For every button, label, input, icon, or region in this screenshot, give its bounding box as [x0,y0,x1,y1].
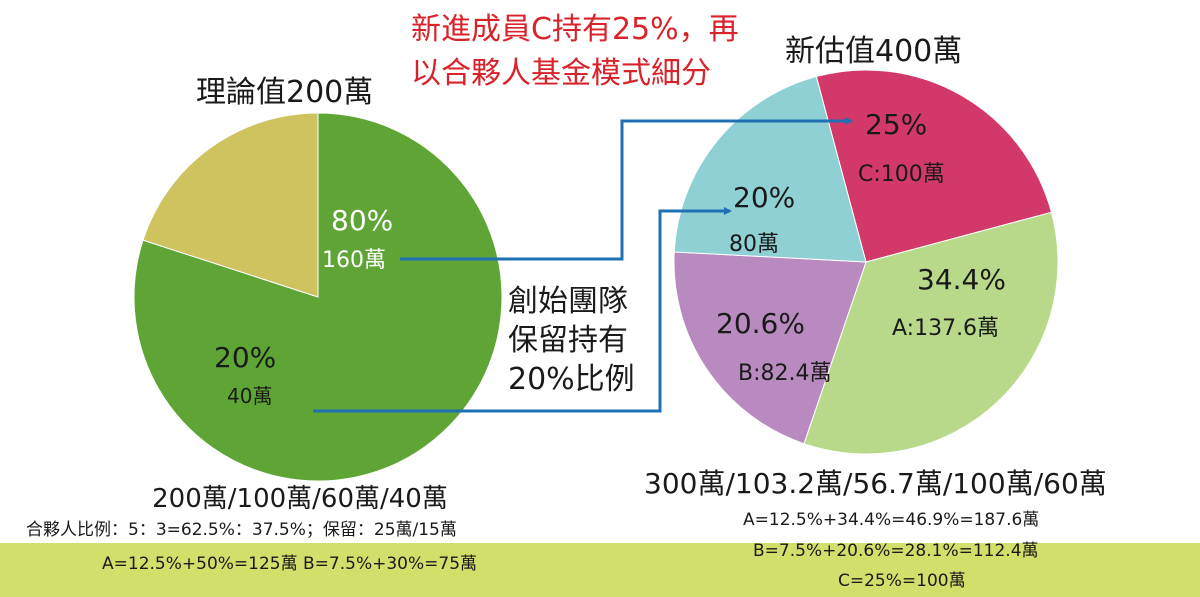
left-summary-ratio: 合夥人比例：5：3=62.5%：37.5%；保留：25萬/15萬 [26,520,457,540]
left-slice-20pct [142,112,319,298]
left-slice-80-pct-label: 80% [331,204,394,237]
founder-note-line-2: 保留持有 [508,323,628,358]
left-slice-20-amount-label: 40萬 [227,384,273,408]
right-slice-a-pct-label: 34.4% [917,263,1006,296]
right-slice-founder-pct-label: 20% [733,181,796,214]
right-slice-b-20-6pct [673,251,867,445]
founder-note-line-1: 創始團隊 [508,284,628,319]
left-slice-80-amount-label: 160萬 [322,248,386,273]
left-slice-80pct [133,112,503,482]
pie-theoretical [133,112,503,482]
arrow-20pct-to-20pct [313,207,732,413]
right-slice-c-amount-label: C:100萬 [858,162,945,187]
left-summary-formula: A=12.5%+50%=125萬 B=7.5%+30%=75萬 [102,554,478,574]
right-slice-b-pct-label: 20.6% [716,307,805,340]
pie-new-valuation [673,69,1059,455]
right-summary-formula-a: A=12.5%+34.4%=46.9%=187.6萬 [743,510,1040,530]
right-slice-founder-amount-label: 80萬 [729,232,779,257]
right-summary-formula-c: C=25%=100萬 [838,571,966,591]
right-slice-c-25pct [815,69,1053,263]
left-pie-title: 理論值200萬 [196,75,374,110]
right-summary-totals: 300萬/103.2萬/56.7萬/100萬/60萬 [644,467,1107,500]
red-note-line-1: 新進成員C持有25%，再 [411,12,739,47]
left-summary-totals: 200萬/100萬/60萬/40萬 [152,484,448,514]
arrow-80pct-to-25pct [400,117,853,261]
right-slice-b-amount-label: B:82.4萬 [738,361,832,386]
right-slice-c-pct-label: 25% [865,108,928,141]
red-note-line-2: 以合夥人基金模式細分 [411,56,711,91]
right-slice-founder-20pct [673,75,867,263]
right-pie-title: 新估值400萬 [785,34,963,69]
left-slice-20-pct-label: 20% [214,341,277,374]
footer-band [0,543,1200,597]
right-slice-a-34-4pct [803,211,1059,455]
right-slice-a-amount-label: A:137.6萬 [892,316,1000,341]
right-summary-formula-b: B=7.5%+20.6%=28.1%=112.4萬 [753,541,1039,561]
founder-note-line-3: 20%比例 [508,362,635,397]
